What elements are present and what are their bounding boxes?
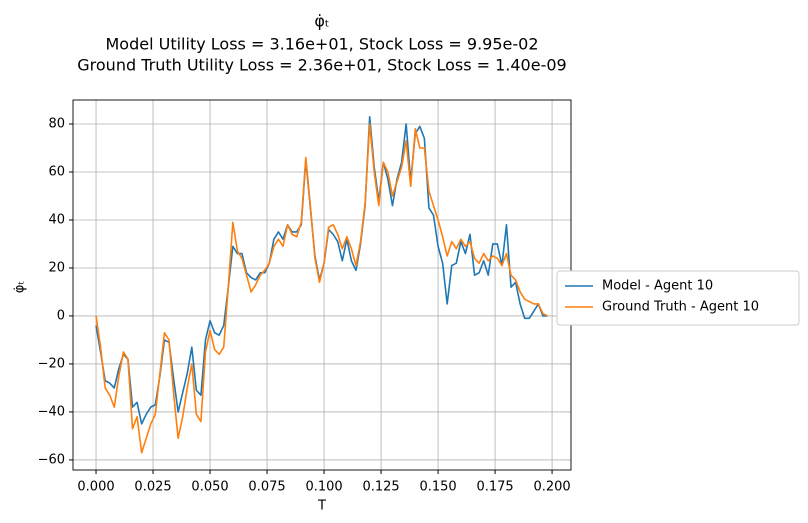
y-tick-label: 20 — [48, 260, 65, 275]
legend-label: Model - Agent 10 — [602, 279, 713, 294]
plot-frame — [72, 99, 572, 471]
y-axis-label: φ̇ₜ — [13, 281, 28, 294]
x-tick-label: 0.125 — [362, 480, 399, 495]
series-line — [95, 123, 548, 454]
legend-label: Ground Truth - Agent 10 — [602, 300, 759, 315]
chart-subtitle: Model Utility Loss = 3.16e+01, Stock Los… — [106, 35, 539, 54]
legend-box — [556, 270, 800, 326]
x-axis-label: T — [317, 499, 326, 514]
y-tick-label: 60 — [48, 164, 65, 179]
x-tick-label: 0.050 — [191, 480, 228, 495]
x-tick-label: 0.150 — [419, 480, 456, 495]
x-tick-label: 0.100 — [305, 480, 342, 495]
y-tick-label: 0 — [57, 308, 65, 323]
chart-title: φ̇ₜ — [314, 12, 329, 31]
x-tick-label: 0.000 — [77, 480, 114, 495]
y-tick-label: 80 — [48, 116, 65, 131]
y-tick-label: −40 — [38, 404, 65, 419]
x-tick-label: 0.175 — [476, 480, 513, 495]
y-tick-label: 40 — [48, 212, 65, 227]
x-tick-label: 0.200 — [533, 480, 570, 495]
chart-subtitle: Ground Truth Utility Loss = 2.36e+01, St… — [77, 56, 566, 75]
y-tick-label: −60 — [38, 452, 65, 467]
x-tick-label: 0.075 — [248, 480, 285, 495]
y-tick-label: −20 — [38, 356, 65, 371]
x-tick-label: 0.025 — [134, 480, 171, 495]
